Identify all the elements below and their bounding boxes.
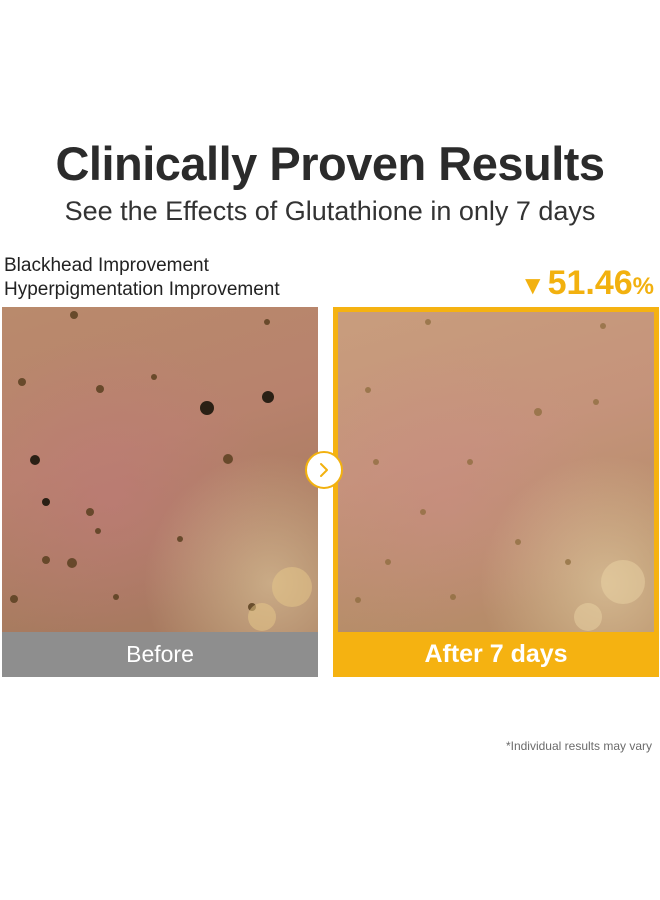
improvement-percentage: ▼ 51.46 % (520, 264, 654, 303)
before-label: Before (2, 632, 318, 677)
metric-label-hyperpigmentation: Hyperpigmentation Improvement (4, 279, 280, 300)
disclaimer-text: *Individual results may vary (505, 739, 652, 753)
before-panel: Before (2, 307, 318, 677)
improvement-unit: % (632, 273, 654, 300)
down-triangle-icon: ▼ (519, 270, 546, 300)
after-label: After 7 days (424, 640, 568, 668)
metric-label-blackhead: Blackhead Improvement (4, 255, 209, 276)
after-panel: After 7 days (333, 307, 659, 677)
improvement-value: 51.46 (547, 264, 633, 302)
page-subtitle: See the Effects of Glutathione in only 7… (64, 196, 596, 226)
before-skin-photo (2, 307, 318, 632)
after-skin-photo (338, 312, 654, 632)
page-title: Clinically Proven Results (55, 137, 605, 190)
chevron-right-icon (305, 451, 343, 489)
